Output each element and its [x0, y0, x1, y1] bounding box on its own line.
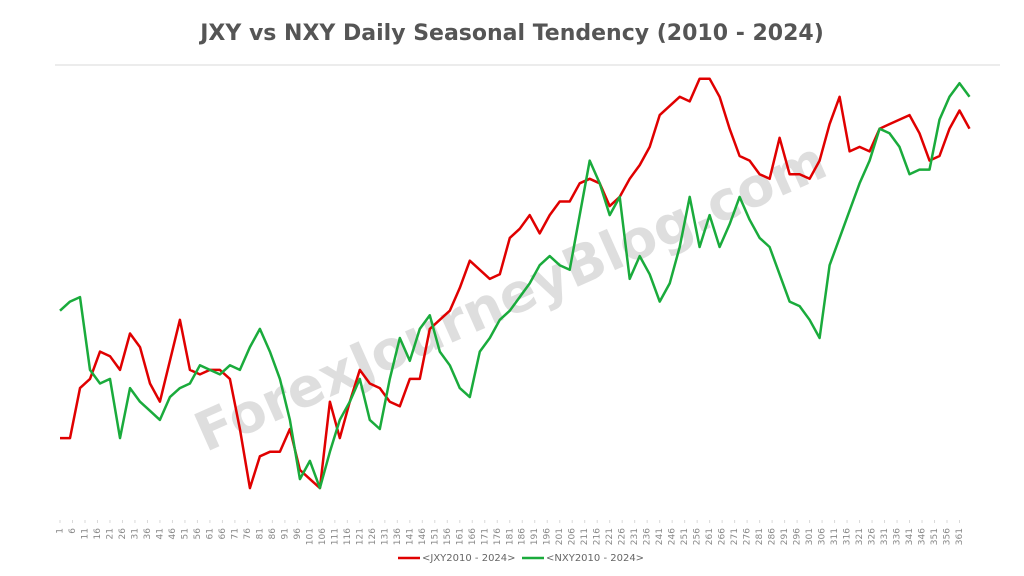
x-tick-label: 341: [905, 528, 915, 545]
x-tick-label: 281: [755, 528, 765, 545]
x-tick-label: 241: [655, 528, 665, 545]
x-tick-label: 251: [680, 528, 690, 545]
x-tick-label: 176: [493, 528, 503, 545]
x-tick-label: 86: [268, 528, 278, 540]
x-tick-label: 261: [705, 528, 715, 545]
x-tick-label: 236: [643, 528, 653, 545]
x-tick-label: 321: [855, 528, 865, 545]
x-tick-label: 171: [480, 528, 490, 545]
x-tick-label: 151: [430, 528, 440, 545]
x-tick-label: 306: [818, 528, 828, 545]
x-tick-label: 166: [468, 528, 478, 545]
x-tick-label: 231: [630, 528, 640, 545]
x-tick-label: 351: [930, 528, 940, 545]
x-tick-label: 291: [780, 528, 790, 545]
chart-title: JXY vs NXY Daily Seasonal Tendency (2010…: [198, 21, 824, 46]
x-tick-label: 221: [605, 528, 615, 545]
x-tick-label: 6: [68, 528, 78, 534]
x-tick-label: 56: [193, 528, 203, 540]
x-tick-label: 271: [730, 528, 740, 545]
x-tick-label: 26: [118, 528, 128, 540]
x-tick-label: 276: [743, 528, 753, 545]
x-tick-label: 246: [668, 528, 678, 545]
x-tick-label: 266: [718, 528, 728, 545]
legend-label: <JXY2010 - 2024>: [422, 553, 516, 564]
x-tick-label: 121: [355, 528, 365, 545]
x-tick-label: 356: [943, 528, 953, 545]
x-tick-label: 196: [543, 528, 553, 545]
x-tick-label: 316: [843, 528, 853, 545]
x-tick-label: 51: [180, 528, 190, 539]
x-tick-label: 81: [255, 528, 265, 539]
x-tick-label: 161: [455, 528, 465, 545]
x-tick-label: 336: [893, 528, 903, 545]
x-tick-label: 61: [205, 528, 215, 539]
x-tick-label: 36: [143, 528, 153, 540]
x-tick-label: 226: [618, 528, 628, 545]
x-tick-label: 326: [868, 528, 878, 545]
x-tick-label: 206: [568, 528, 578, 545]
x-tick-label: 136: [393, 528, 403, 545]
x-tick-label: 296: [793, 528, 803, 545]
x-tick-label: 101: [305, 528, 315, 545]
x-tick-label: 11: [80, 528, 90, 539]
x-tick-label: 1: [56, 528, 66, 534]
x-tick-label: 41: [155, 528, 165, 539]
x-tick-label: 71: [230, 528, 240, 539]
x-tick-label: 141: [405, 528, 415, 545]
x-tick-label: 76: [243, 528, 253, 540]
x-tick-label: 31: [130, 528, 140, 539]
x-tick-label: 106: [318, 528, 328, 545]
x-tick-label: 126: [368, 528, 378, 545]
x-tick-label: 211: [580, 528, 590, 545]
x-tick-label: 181: [505, 528, 515, 545]
x-tick-label: 156: [443, 528, 453, 545]
x-tick-label: 91: [280, 528, 290, 539]
x-tick-label: 116: [343, 528, 353, 545]
x-tick-label: 216: [593, 528, 603, 545]
x-tick-label: 191: [530, 528, 540, 545]
x-tick-label: 256: [693, 528, 703, 545]
x-tick-label: 201: [555, 528, 565, 545]
x-tick-label: 96: [293, 528, 303, 540]
x-tick-label: 16: [93, 528, 103, 540]
series-line: [59, 81, 971, 490]
x-tick-label: 131: [380, 528, 390, 545]
x-tick-label: 46: [168, 528, 178, 540]
x-tick-label: 346: [918, 528, 928, 545]
x-tick-label: 311: [830, 528, 840, 545]
x-tick-label: 186: [518, 528, 528, 545]
x-tick-label: 21: [105, 528, 115, 539]
x-tick-label: 361: [955, 528, 965, 545]
x-tick-label: 301: [805, 528, 815, 545]
legend-label: <NXY2010 - 2024>: [546, 553, 644, 564]
x-tick-label: 146: [418, 528, 428, 545]
x-tick-label: 286: [768, 528, 778, 545]
x-tick-label: 66: [218, 528, 228, 540]
x-tick-label: 331: [880, 528, 890, 545]
x-tick-label: 111: [330, 528, 340, 545]
